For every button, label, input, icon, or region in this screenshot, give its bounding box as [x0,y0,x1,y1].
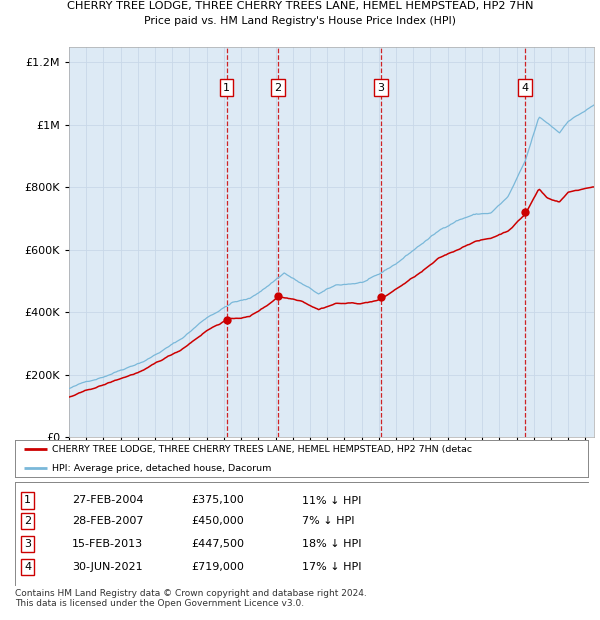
Text: Price paid vs. HM Land Registry's House Price Index (HPI): Price paid vs. HM Land Registry's House … [144,16,456,26]
Text: CHERRY TREE LODGE, THREE CHERRY TREES LANE, HEMEL HEMPSTEAD, HP2 7HN: CHERRY TREE LODGE, THREE CHERRY TREES LA… [67,1,533,11]
Text: £447,500: £447,500 [191,539,244,549]
Text: 28-FEB-2007: 28-FEB-2007 [73,516,144,526]
Text: Contains HM Land Registry data © Crown copyright and database right 2024.
This d: Contains HM Land Registry data © Crown c… [15,589,367,608]
Text: 18% ↓ HPI: 18% ↓ HPI [302,539,361,549]
Text: 27-FEB-2004: 27-FEB-2004 [73,495,144,505]
Text: 3: 3 [377,82,385,92]
Text: £450,000: £450,000 [191,516,244,526]
Text: 2: 2 [275,82,282,92]
Text: 15-FEB-2013: 15-FEB-2013 [73,539,143,549]
Text: 30-JUN-2021: 30-JUN-2021 [73,562,143,572]
Text: £375,100: £375,100 [191,495,244,505]
Text: 17% ↓ HPI: 17% ↓ HPI [302,562,361,572]
Text: £719,000: £719,000 [191,562,244,572]
Text: 1: 1 [223,82,230,92]
Text: 4: 4 [521,82,529,92]
Text: 4: 4 [24,562,31,572]
Text: 11% ↓ HPI: 11% ↓ HPI [302,495,361,505]
Text: 7% ↓ HPI: 7% ↓ HPI [302,516,354,526]
Text: 3: 3 [24,539,31,549]
Text: 2: 2 [24,516,31,526]
Text: CHERRY TREE LODGE, THREE CHERRY TREES LANE, HEMEL HEMPSTEAD, HP2 7HN (detac: CHERRY TREE LODGE, THREE CHERRY TREES LA… [52,445,472,454]
Text: HPI: Average price, detached house, Dacorum: HPI: Average price, detached house, Daco… [52,464,272,472]
Text: 1: 1 [24,495,31,505]
